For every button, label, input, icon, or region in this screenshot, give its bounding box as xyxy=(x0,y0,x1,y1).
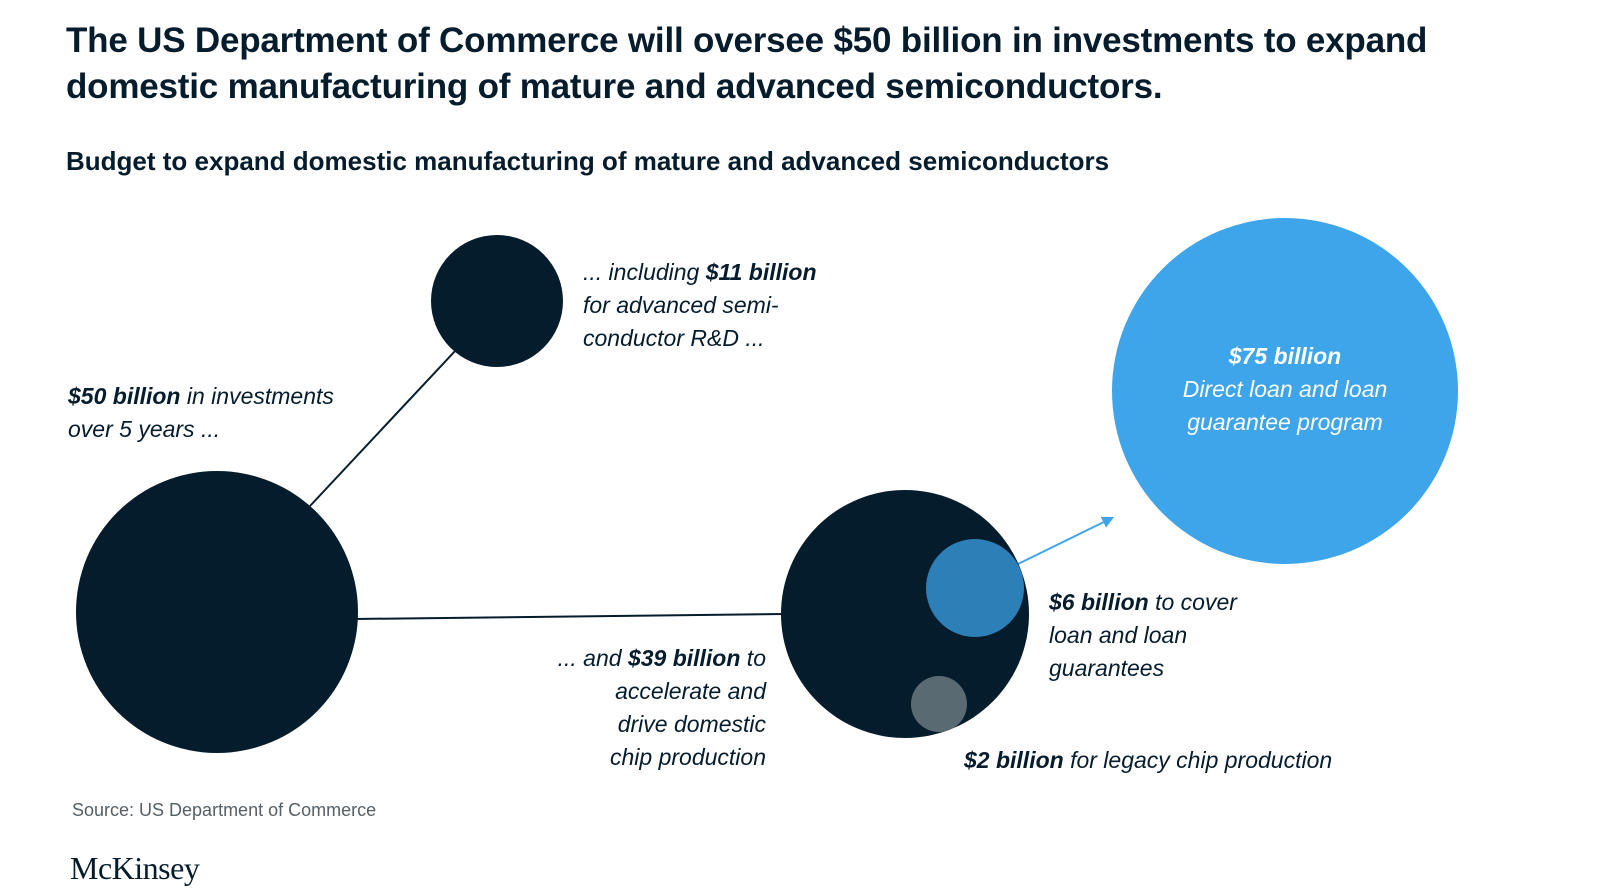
source-note: Source: US Department of Commerce xyxy=(72,800,377,820)
label-loan-cover: $6 billion to cover loan and loan guaran… xyxy=(1049,589,1237,681)
label-rnd: ... including $11 billion for advanced s… xyxy=(583,259,817,351)
mckinsey-logo: McKinsey xyxy=(70,850,200,886)
value-rnd: $11 billion xyxy=(705,259,817,285)
value-production: $39 billion xyxy=(627,645,741,671)
bubble-total-investment xyxy=(76,471,358,753)
value-loan-program: $75 billion xyxy=(1228,343,1342,369)
label-total-investment: $50 billion in investments over 5 years … xyxy=(68,383,334,442)
chart-title: The US Department of Commerce will overs… xyxy=(66,21,1428,106)
label-legacy: $2 billion for legacy chip production xyxy=(964,747,1333,773)
value-loan-cover: $6 billion xyxy=(1049,589,1149,615)
connector-total-to-rnd xyxy=(309,349,457,507)
bubble-loan-cover xyxy=(926,539,1024,637)
bubble-legacy xyxy=(911,676,967,732)
chart-subtitle: Budget to expand domestic manufacturing … xyxy=(66,146,1110,176)
value-legacy: $2 billion xyxy=(964,747,1064,773)
arrow-to-loan-program xyxy=(1017,516,1115,565)
bubble-loan-program xyxy=(1112,218,1458,564)
connector-total-to-production xyxy=(354,613,785,620)
label-loan-program: $75 billion Direct loan and loan guarant… xyxy=(1182,343,1388,435)
bubble-rnd xyxy=(431,235,563,367)
value-total: $50 billion xyxy=(68,383,181,409)
label-production: ... and $39 billion to accelerate and dr… xyxy=(557,645,766,770)
